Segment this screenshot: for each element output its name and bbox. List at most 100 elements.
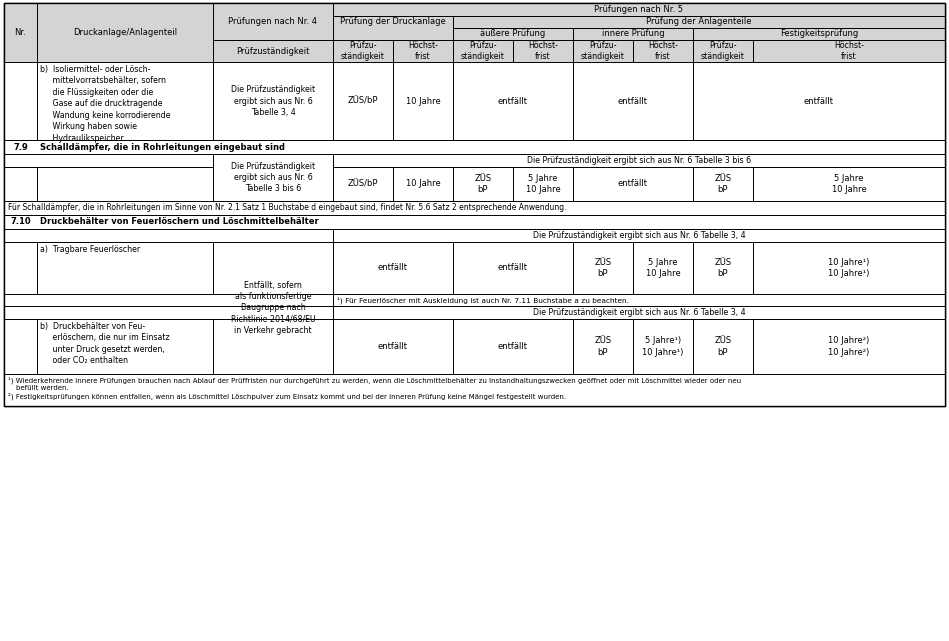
Bar (333, 167, 393, 201)
Text: ZÜS
bP: ZÜS bP (594, 258, 611, 278)
Text: entfällt: entfällt (498, 342, 528, 351)
Bar (573, 167, 693, 201)
Bar (393, 167, 453, 201)
Text: entfällt: entfällt (378, 263, 408, 272)
Text: Nr.: Nr. (14, 28, 27, 37)
Bar (753, 40, 945, 62)
Bar (4, 374, 945, 406)
Text: Entfällt, sofern
als funktionsfertige
Baugruppe nach
Richtlinie 2014/68/EU
in Ve: Entfällt, sofern als funktionsfertige Ba… (231, 281, 315, 335)
Bar (4, 154, 333, 167)
Text: Prüfzu-
ständigkeit: Prüfzu- ständigkeit (581, 41, 625, 61)
Text: Prüfzu-
ständigkeit: Prüfzu- ständigkeit (701, 41, 745, 61)
Text: Für Schalldämpfer, die in Rohrleitungen im Sinne von Nr. 2.1 Satz 1 Buchstabe d : Für Schalldämpfer, die in Rohrleitungen … (8, 203, 567, 213)
Text: Prüfzu-
ständigkeit: Prüfzu- ständigkeit (341, 41, 385, 61)
Text: 10 Jahre²)
10 Jahre²): 10 Jahre²) 10 Jahre²) (828, 337, 869, 356)
Bar (693, 319, 753, 374)
Bar (513, 167, 573, 201)
Bar (693, 167, 753, 201)
Bar (753, 167, 945, 201)
Bar (693, 40, 753, 62)
Text: ZÜS/bP: ZÜS/bP (347, 179, 379, 188)
Bar (4, 3, 945, 406)
Bar (573, 242, 633, 294)
Text: 7.10: 7.10 (10, 217, 30, 226)
Bar (393, 62, 453, 140)
Bar (333, 16, 453, 40)
Text: Schalldämpfer, die in Rohrleitungen eingebaut sind: Schalldämpfer, die in Rohrleitungen eing… (40, 142, 285, 151)
Text: Prüfzu-
ständigkeit: Prüfzu- ständigkeit (461, 41, 505, 61)
Bar (4, 3, 945, 62)
Text: Höchst-
frist: Höchst- frist (528, 41, 558, 61)
Text: innere Prüfung: innere Prüfung (602, 29, 664, 38)
Bar (213, 40, 333, 62)
Text: 10 Jahre: 10 Jahre (405, 179, 440, 188)
Bar (4, 167, 945, 201)
Bar (753, 242, 945, 294)
Bar (393, 40, 453, 62)
Text: ZÜS
bP: ZÜS bP (715, 174, 732, 194)
Bar (573, 40, 633, 62)
Bar (4, 140, 945, 154)
Text: Die Prüfzuständigkeit
ergibt sich aus Nr. 6
Tabelle 3 bis 6: Die Prüfzuständigkeit ergibt sich aus Nr… (231, 162, 315, 193)
Bar (573, 319, 633, 374)
Text: Prüfung der Druckanlage: Prüfung der Druckanlage (340, 17, 446, 26)
Bar (453, 242, 573, 294)
Text: befüllt werden.: befüllt werden. (16, 385, 68, 391)
Text: 7.9: 7.9 (13, 142, 28, 151)
Bar (453, 16, 945, 28)
Text: ZÜS
bP: ZÜS bP (594, 337, 611, 356)
Text: ²) Festigkeitsprüfungen können entfallen, wenn als Löschmittel Löschpulver zum E: ²) Festigkeitsprüfungen können entfallen… (8, 393, 567, 401)
Bar (37, 319, 213, 374)
Text: 5 Jahre¹)
10 Jahre¹): 5 Jahre¹) 10 Jahre¹) (642, 337, 683, 356)
Bar (453, 62, 573, 140)
Bar (453, 28, 573, 40)
Bar (453, 40, 513, 62)
Text: Die Prüfzuständigkeit ergibt sich aus Nr. 6 Tabelle 3, 4: Die Prüfzuständigkeit ergibt sich aus Nr… (532, 231, 745, 240)
Text: 10 Jahre¹)
10 Jahre¹): 10 Jahre¹) 10 Jahre¹) (828, 258, 869, 278)
Bar (693, 28, 945, 40)
Text: Prüfungen nach Nr. 5: Prüfungen nach Nr. 5 (594, 5, 683, 14)
Text: entfällt: entfällt (618, 97, 648, 106)
Bar (4, 229, 333, 242)
Text: äußere Prüfung: äußere Prüfung (480, 29, 546, 38)
Text: Die Prüfzuständigkeit ergibt sich aus Nr. 6 Tabelle 3, 4: Die Prüfzuständigkeit ergibt sich aus Nr… (532, 308, 745, 317)
Bar (753, 319, 945, 374)
Bar (4, 62, 945, 140)
Text: Die Prüfzuständigkeit
ergibt sich aus Nr. 6
Tabelle 3, 4: Die Prüfzuständigkeit ergibt sich aus Nr… (231, 85, 315, 117)
Text: entfällt: entfällt (498, 97, 528, 106)
Text: Druckanlage/Anlagenteil: Druckanlage/Anlagenteil (73, 28, 177, 37)
Bar (4, 215, 945, 229)
Bar (213, 62, 333, 140)
Bar (4, 306, 333, 319)
Bar (4, 201, 945, 215)
Text: entfällt: entfällt (618, 179, 648, 188)
Bar (333, 306, 945, 319)
Bar (453, 319, 573, 374)
Bar (573, 28, 693, 40)
Text: ZÜS
bP: ZÜS bP (474, 174, 492, 194)
Bar (4, 242, 37, 294)
Text: entfällt: entfällt (804, 97, 834, 106)
Bar (4, 167, 37, 201)
Bar (453, 167, 513, 201)
Bar (333, 154, 945, 167)
Text: 5 Jahre
10 Jahre: 5 Jahre 10 Jahre (831, 174, 866, 194)
Bar (4, 319, 37, 374)
Bar (333, 40, 393, 62)
Bar (333, 319, 453, 374)
Text: ZÜS
bP: ZÜS bP (715, 337, 732, 356)
Text: 10 Jahre: 10 Jahre (405, 97, 440, 106)
Bar (573, 62, 693, 140)
Text: ¹) Für Feuerlöscher mit Auskleidung ist auch Nr. 7.11 Buchstabe a zu beachten.: ¹) Für Feuerlöscher mit Auskleidung ist … (337, 296, 629, 304)
Text: Die Prüfzuständigkeit ergibt sich aus Nr. 6 Tabelle 3 bis 6: Die Prüfzuständigkeit ergibt sich aus Nr… (527, 156, 751, 165)
Bar (4, 319, 945, 374)
Text: entfällt: entfällt (498, 263, 528, 272)
Text: Prüfzuständigkeit: Prüfzuständigkeit (236, 47, 309, 56)
Text: Höchst-
frist: Höchst- frist (834, 41, 864, 61)
Text: entfällt: entfällt (378, 342, 408, 351)
Bar (37, 3, 213, 62)
Text: Prüfungen nach Nr. 4: Prüfungen nach Nr. 4 (229, 17, 318, 26)
Bar (633, 40, 693, 62)
Bar (37, 167, 213, 201)
Text: Höchst-
frist: Höchst- frist (648, 41, 678, 61)
